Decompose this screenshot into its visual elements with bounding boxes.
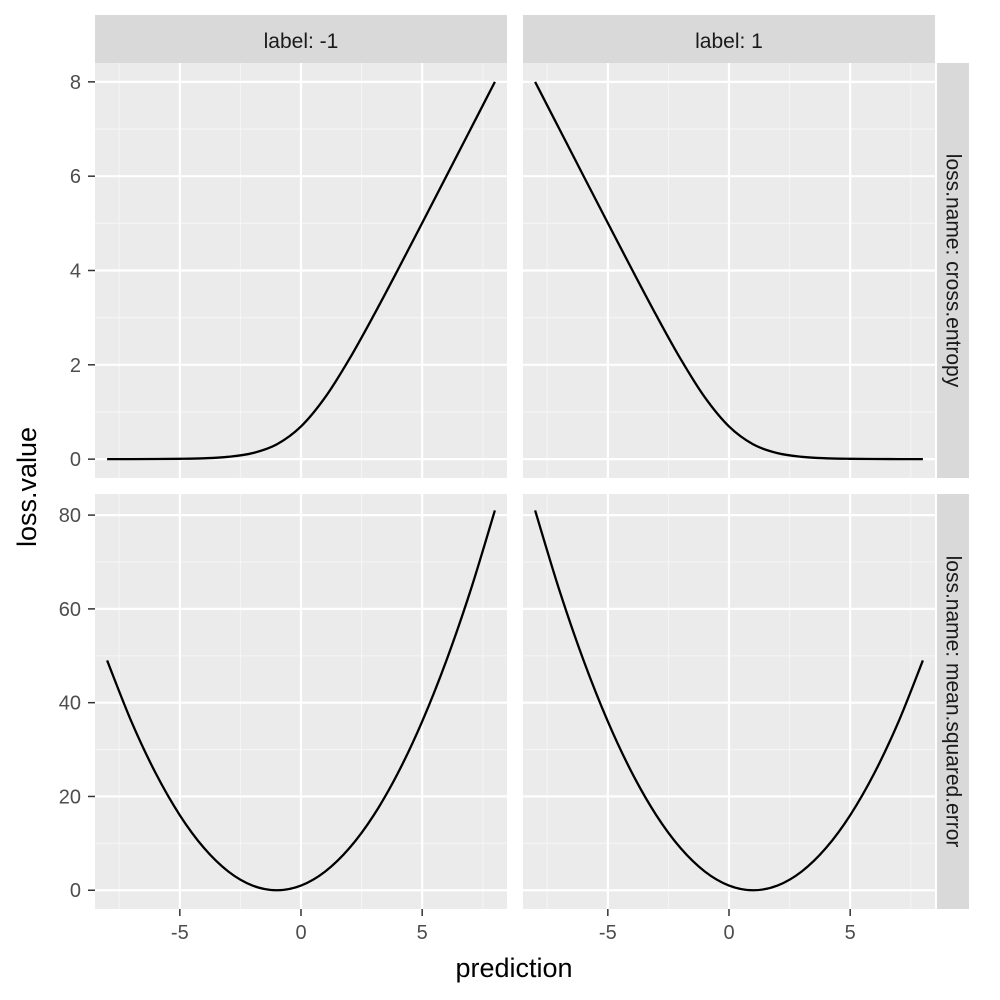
row-strip-label: loss.name: cross.entropy: [942, 154, 965, 388]
y-tick-label: 6: [70, 166, 81, 188]
y-axis: 0 20 40 60 80: [59, 505, 95, 902]
x-tick-label: 0: [723, 922, 734, 944]
x-tick-label: 5: [845, 922, 856, 944]
row-strip: [937, 63, 969, 478]
y-tick-label: 4: [70, 261, 81, 283]
facet-strips: label: -1 label: 1 loss.name: cross.entrop…: [95, 15, 969, 909]
y-tick-label: 0: [70, 880, 81, 902]
row-strip: [937, 494, 969, 909]
column-strip: [95, 15, 507, 63]
x-tick-label: 5: [417, 922, 428, 944]
y-tick-label: 2: [70, 355, 81, 377]
y-tick-label: 0: [70, 449, 81, 471]
y-tick-label: 20: [59, 786, 81, 808]
facet-panels: [95, 63, 935, 909]
x-tick-label: -5: [599, 922, 617, 944]
panel: [95, 63, 507, 478]
y-tick-label: 60: [59, 599, 81, 621]
y-tick-label: 40: [59, 693, 81, 715]
x-tick-label: -5: [171, 922, 189, 944]
y-tick-label: 80: [59, 505, 81, 527]
column-strip-label: label: 1: [695, 30, 763, 53]
x-axis: -5 0 5: [171, 909, 428, 944]
y-tick-label: 8: [70, 72, 81, 94]
panel: [523, 494, 935, 909]
series-line: [534, 81, 923, 461]
panel: [523, 63, 935, 478]
y-axis-title: loss.value: [12, 427, 42, 547]
panel: [95, 494, 507, 909]
row-strip-label: loss.name: mean.squared.error: [942, 556, 965, 848]
series-line: [106, 510, 496, 892]
column-strip: [523, 15, 935, 63]
x-tick-label: 0: [295, 922, 306, 944]
x-axis: -5 0 5: [599, 909, 856, 944]
y-axis: 0 2 4 6 8: [70, 72, 95, 471]
series-line: [107, 81, 496, 461]
column-strip-label: label: -1: [264, 30, 339, 53]
series-line: [534, 510, 924, 892]
x-axis-title: prediction: [455, 953, 572, 983]
